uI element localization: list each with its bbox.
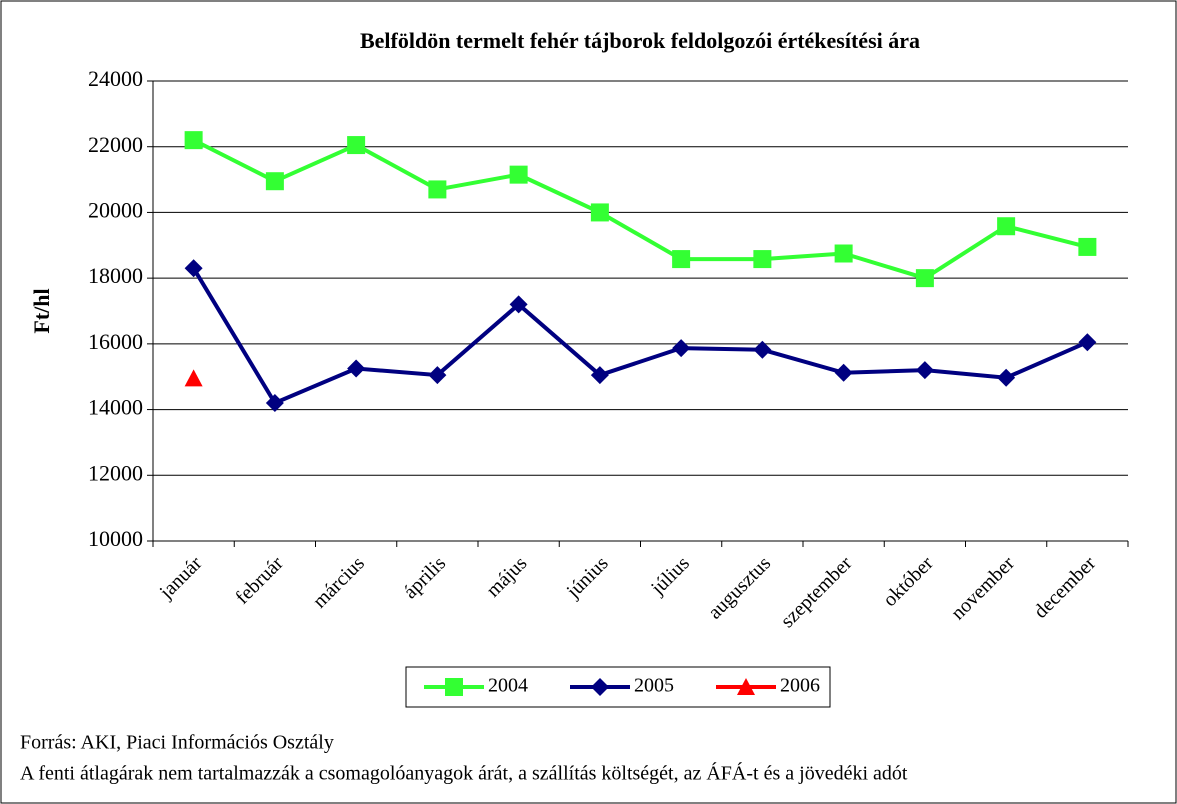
legend-label: 2005: [634, 675, 674, 697]
legend-marker: [591, 678, 609, 696]
series-line: [192, 138, 1088, 281]
y-tick-label: 16000: [88, 329, 143, 354]
point: [1078, 333, 1097, 352]
chart-title: Belföldön termelt fehér tájborok feldolg…: [360, 28, 920, 53]
y-tick-label: 24000: [88, 66, 143, 91]
point: [915, 361, 934, 380]
point: [997, 217, 1016, 236]
legend-label: 2004: [488, 675, 528, 697]
point: [834, 244, 853, 263]
y-tick-label: 14000: [88, 395, 143, 420]
y-tick-label: 18000: [88, 263, 143, 288]
note: Forrás: AKI, Piaci Információs Osztály: [20, 732, 334, 754]
point: [834, 363, 853, 382]
point: [590, 203, 609, 222]
point: [509, 295, 528, 314]
legend-marker: [737, 678, 755, 695]
point: [1078, 237, 1097, 256]
y-tick-label: 10000: [88, 526, 143, 551]
point: [672, 339, 691, 358]
point: [509, 165, 528, 184]
point: [347, 359, 366, 378]
point: [265, 172, 284, 191]
point: [428, 366, 447, 385]
legend-marker: [445, 678, 463, 696]
y-axis-label: Ft/hl: [29, 288, 54, 333]
point: [184, 131, 203, 150]
legend-label: 2006: [780, 675, 820, 697]
point: [428, 180, 447, 199]
point: [184, 369, 203, 387]
point: [997, 368, 1016, 387]
point: [184, 259, 203, 278]
y-tick-label: 12000: [88, 460, 143, 485]
point: [915, 269, 934, 288]
point: [753, 340, 772, 359]
note: A fenti átlagárak nem tartalmazzák a cso…: [20, 762, 908, 785]
point: [672, 250, 691, 269]
y-tick-label: 22000: [88, 132, 143, 157]
point: [753, 250, 772, 269]
point: [347, 136, 366, 155]
series-line: [191, 267, 1089, 406]
point: [265, 394, 284, 412]
point: [590, 366, 609, 385]
y-tick-label: 20000: [88, 197, 143, 222]
